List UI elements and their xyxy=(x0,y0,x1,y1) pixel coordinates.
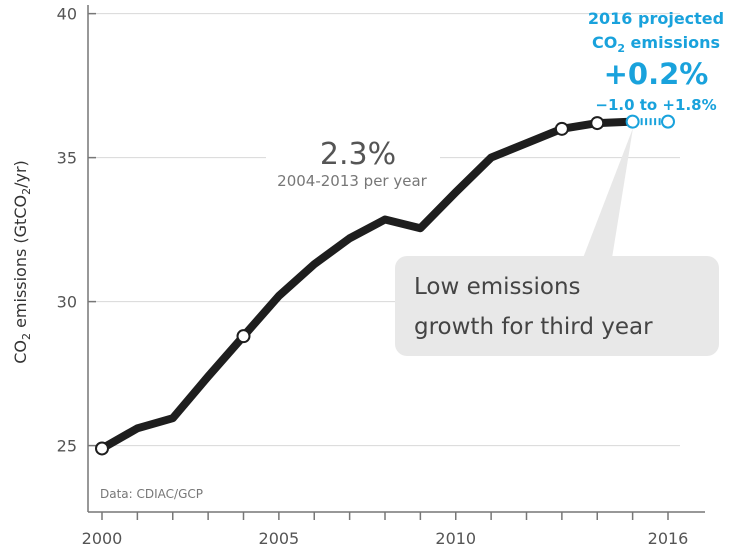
data-point xyxy=(590,116,605,131)
projection-range: −1.0 to +1.8% xyxy=(595,96,716,114)
data-points xyxy=(95,114,640,456)
gridlines xyxy=(92,13,680,447)
data-point xyxy=(554,121,569,136)
series-line xyxy=(98,117,637,453)
x-axis-ticks: 2000 2005 2010 2016 xyxy=(82,512,689,548)
data-point xyxy=(236,329,251,344)
projection-value: +0.2% xyxy=(604,57,709,91)
y-tick-label: 30 xyxy=(57,293,77,312)
growth-rate-period: 2004-2013 per year xyxy=(277,172,428,190)
y-tick-label: 25 xyxy=(57,437,77,456)
projection-label-line-1: 2016 projected xyxy=(588,9,724,28)
growth-rate-value: 2.3% xyxy=(320,137,396,172)
x-tick-label: 2000 xyxy=(82,529,123,548)
y-tick-label: 40 xyxy=(57,5,77,24)
callout-pointer xyxy=(583,128,633,258)
y-axis-ticks: 25 30 35 40 xyxy=(57,5,96,456)
data-point xyxy=(95,441,109,456)
data-point xyxy=(625,114,640,129)
x-tick-label: 2010 xyxy=(435,529,476,548)
x-tick-label: 2005 xyxy=(259,529,300,548)
x-tick-label: 2016 xyxy=(648,529,689,548)
callout-line-1: Low emissions xyxy=(414,274,581,300)
callout-box xyxy=(395,256,719,356)
projection-label-line-2: CO2 emissions xyxy=(592,33,720,55)
y-tick-label: 35 xyxy=(57,149,77,168)
growth-annotation-bg xyxy=(266,130,440,192)
y-axis-label: CO2 emissions (GtCO2/yr) xyxy=(11,160,33,364)
projection-end-point xyxy=(661,114,675,129)
projection-segment xyxy=(640,114,675,129)
callout-line-2: growth for third year xyxy=(414,314,653,340)
data-source-label: Data: CDIAC/GCP xyxy=(100,487,203,501)
